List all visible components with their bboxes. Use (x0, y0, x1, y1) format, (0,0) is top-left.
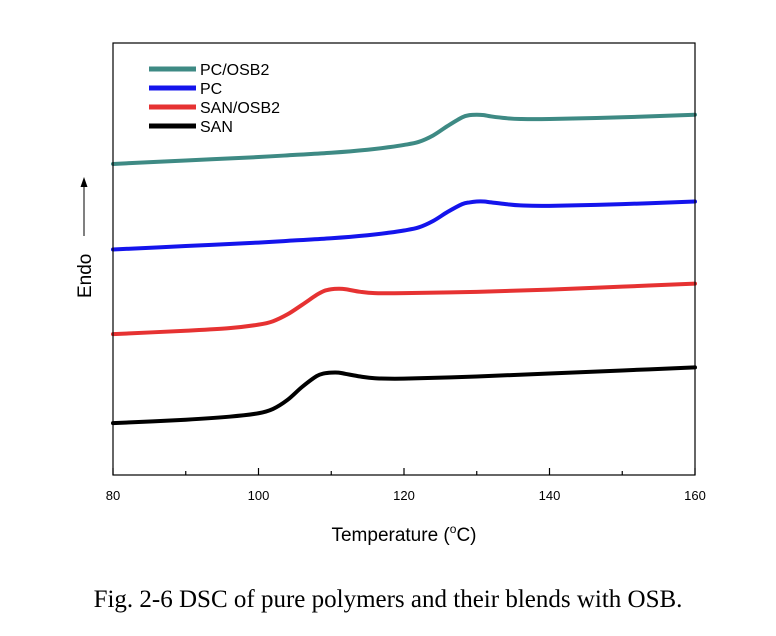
series-lines (111, 112, 697, 426)
series-line-pc (111, 199, 697, 252)
x-axis-label: Temperature (oC) (331, 522, 476, 546)
series-line-pc-osb2 (111, 112, 697, 166)
x-tick-label: 140 (539, 488, 561, 503)
series-line-san-osb2 (111, 281, 697, 337)
y-axis-label: Endo (75, 254, 96, 298)
y-axis-arrow-head-icon (80, 177, 88, 187)
x-tick-label: 160 (684, 488, 706, 503)
x-tick-label: 80 (106, 488, 120, 503)
x-axis-ticks (112, 468, 696, 475)
legend-label: SAN (200, 119, 233, 136)
y-axis-label-text: Endo (75, 254, 96, 298)
legend-label: SAN/OSB2 (200, 100, 280, 117)
x-tick-label: 120 (393, 488, 415, 503)
legend-label: PC (200, 81, 222, 98)
series-line-san (111, 365, 697, 426)
x-tick-label: 100 (248, 488, 270, 503)
figure-caption: Fig. 2-6 DSC of pure polymers and their … (93, 586, 683, 613)
y-axis-arrow (80, 177, 88, 236)
legend-label: PC/OSB2 (200, 62, 269, 79)
legend: PC/OSB2 PC SAN/OSB2 SAN (149, 62, 280, 136)
x-axis-tick-labels: 80 100 120 140 160 (106, 488, 706, 503)
dsc-chart: 80 100 120 140 160 Temperature (oC) Endo PC/… (75, 42, 706, 546)
